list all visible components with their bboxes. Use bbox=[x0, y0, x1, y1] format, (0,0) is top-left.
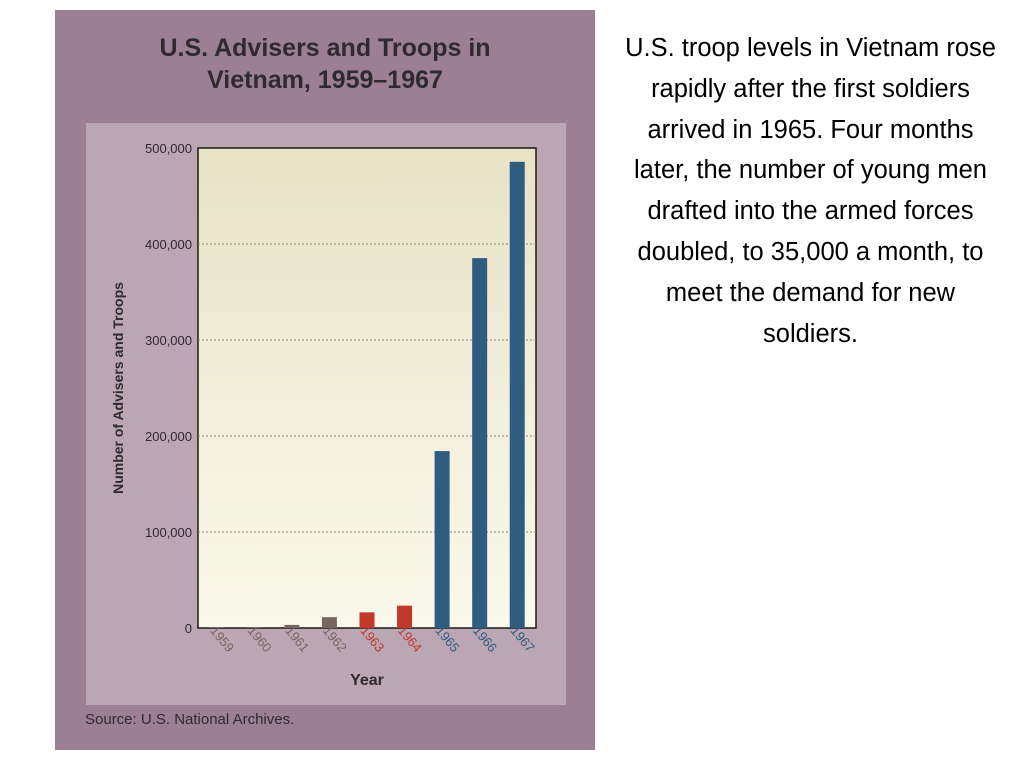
y-axis-label: Number of Advisers and Troops bbox=[110, 282, 126, 494]
source-note: Source: U.S. National Archives. bbox=[85, 711, 295, 728]
bar-1965 bbox=[434, 451, 450, 628]
bar-1960 bbox=[246, 627, 262, 628]
y-tick-label: 300,000 bbox=[145, 333, 192, 348]
bar-1961 bbox=[284, 624, 300, 628]
y-tick-labels: 0 100,000 200,000 300,000 400,000 500,000 bbox=[145, 141, 192, 636]
bar-1967 bbox=[509, 161, 525, 628]
plot-panel: 0 100,000 200,000 300,000 400,000 500,000 195… bbox=[86, 123, 566, 705]
chart-title-line-1: U.S. Advisers and Troops in bbox=[159, 34, 491, 62]
bar-1964 bbox=[397, 605, 413, 628]
y-tick-label: 200,000 bbox=[145, 429, 192, 444]
bar-1963 bbox=[359, 612, 375, 628]
chart-title: U.S. Advisers and Troops in Vietnam, 195… bbox=[55, 32, 595, 96]
y-tick-label: 100,000 bbox=[145, 525, 192, 540]
y-tick-label: 0 bbox=[185, 621, 192, 636]
caption-text: U.S. troop levels in Vietnam rose rapidl… bbox=[625, 34, 996, 348]
x-axis-label: Year bbox=[350, 672, 384, 689]
bar-1966 bbox=[472, 258, 488, 628]
chart-title-line-2: Vietnam, 1959–1967 bbox=[207, 66, 443, 94]
y-tick-label: 500,000 bbox=[145, 141, 192, 156]
bars bbox=[209, 161, 525, 628]
chart-card: U.S. Advisers and Troops in Vietnam, 195… bbox=[55, 10, 595, 750]
y-tick-label: 400,000 bbox=[145, 237, 192, 252]
bar-1962 bbox=[321, 617, 337, 628]
bar-1959 bbox=[209, 627, 225, 628]
